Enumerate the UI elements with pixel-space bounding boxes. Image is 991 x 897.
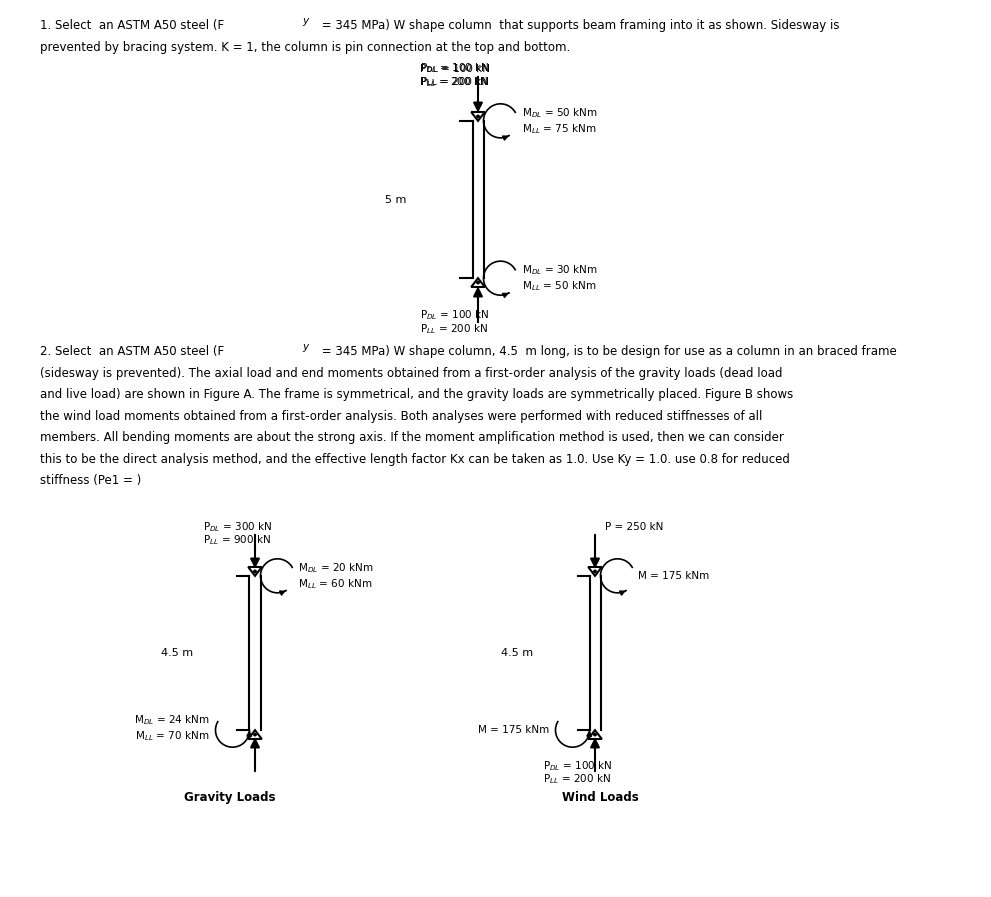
Text: $\mathregular{M}_{LL}$ = 60 kNm: $\mathregular{M}_{LL}$ = 60 kNm	[298, 577, 373, 591]
Text: $\mathregular{P}_{LL}$ = 200 kN: $\mathregular{P}_{LL}$ = 200 kN	[420, 322, 488, 335]
Text: $\mathregular{P}_{LL}$ = 200 kN: $\mathregular{P}_{LL}$ = 200 kN	[543, 772, 610, 786]
Text: $\mathregular{M}_{DL}$ = 20 kNm: $\mathregular{M}_{DL}$ = 20 kNm	[298, 561, 375, 575]
Text: M = 175 kNm: M = 175 kNm	[638, 570, 710, 581]
Text: $\mathregular{P}_{LL}$ = 200 kN: $\mathregular{P}_{LL}$ = 200 kN	[420, 75, 488, 89]
Text: (sidesway is prevented). The axial load and end moments obtained from a first-or: (sidesway is prevented). The axial load …	[40, 367, 783, 379]
Text: $\mathregular{M}_{DL}$ = 24 kNm: $\mathregular{M}_{DL}$ = 24 kNm	[134, 713, 209, 727]
Text: $\mathregular{P}_{DL}$ = 100 kN: $\mathregular{P}_{DL}$ = 100 kN	[543, 759, 612, 773]
Text: $\mathregular{M}_{LL}$ = 50 kNm: $\mathregular{M}_{LL}$ = 50 kNm	[521, 279, 596, 293]
Text: 2. Select  an ASTM A50 steel (F: 2. Select an ASTM A50 steel (F	[40, 345, 224, 358]
Circle shape	[254, 570, 257, 572]
Text: 4.5 m: 4.5 m	[500, 648, 533, 658]
Text: $\mathregular{M}_{LL}$ = 75 kNm: $\mathregular{M}_{LL}$ = 75 kNm	[521, 122, 596, 135]
Text: 1. Select  an ASTM A50 steel (F: 1. Select an ASTM A50 steel (F	[40, 19, 224, 32]
Text: the wind load moments obtained from a first-order analysis. Both analyses were p: the wind load moments obtained from a fi…	[40, 410, 762, 422]
Text: P = 250 kN: P = 250 kN	[605, 522, 663, 532]
Text: $\mathregular{M}_{LL}$ = 70 kNm: $\mathregular{M}_{LL}$ = 70 kNm	[135, 729, 209, 743]
Circle shape	[594, 734, 597, 736]
Circle shape	[477, 115, 480, 118]
Circle shape	[477, 282, 480, 283]
Text: M = 175 kNm: M = 175 kNm	[479, 725, 549, 736]
Text: Wind Loads: Wind Loads	[562, 791, 638, 804]
Text: Pʟʟ = 200 kN: Pʟʟ = 200 kN	[420, 77, 489, 87]
Text: $\mathregular{P}_{LL}$ = 900 kN: $\mathregular{P}_{LL}$ = 900 kN	[203, 533, 271, 547]
Text: stiffness (Pe1 = ): stiffness (Pe1 = )	[40, 474, 142, 487]
Text: y: y	[302, 342, 308, 352]
Text: members. All bending moments are about the strong axis. If the moment amplificat: members. All bending moments are about t…	[40, 431, 784, 444]
Text: 4.5 m: 4.5 m	[161, 648, 193, 658]
Circle shape	[594, 570, 597, 572]
Text: Pᴅʟ = 100 kN: Pᴅʟ = 100 kN	[420, 64, 490, 74]
Text: $\mathregular{P}_{DL}$ = 100 kN: $\mathregular{P}_{DL}$ = 100 kN	[420, 308, 490, 322]
Text: $\mathregular{M}_{DL}$ = 30 kNm: $\mathregular{M}_{DL}$ = 30 kNm	[521, 263, 598, 277]
Text: = 345 MPa) W shape column  that supports beam framing into it as shown. Sidesway: = 345 MPa) W shape column that supports …	[318, 19, 839, 32]
Text: $\mathregular{P}_{DL}$ = 100 kN: $\mathregular{P}_{DL}$ = 100 kN	[420, 61, 490, 75]
Text: prevented by bracing system. K = 1, the column is pin connection at the top and : prevented by bracing system. K = 1, the …	[40, 41, 570, 54]
Circle shape	[254, 734, 257, 736]
Text: 5 m: 5 m	[385, 195, 406, 205]
Text: y: y	[302, 15, 308, 25]
Text: and live load) are shown in Figure A. The frame is symmetrical, and the gravity : and live load) are shown in Figure A. Th…	[40, 388, 793, 401]
Text: $\mathregular{M}_{DL}$ = 50 kNm: $\mathregular{M}_{DL}$ = 50 kNm	[521, 106, 598, 119]
Text: = 345 MPa) W shape column, 4.5  m long, is to be design for use as a column in a: = 345 MPa) W shape column, 4.5 m long, i…	[318, 345, 897, 358]
Text: $\mathregular{P}_{DL}$ = 300 kN: $\mathregular{P}_{DL}$ = 300 kN	[203, 520, 273, 534]
Text: Gravity Loads: Gravity Loads	[184, 791, 275, 804]
Text: this to be the direct analysis method, and the effective length factor Kx can be: this to be the direct analysis method, a…	[40, 452, 790, 466]
